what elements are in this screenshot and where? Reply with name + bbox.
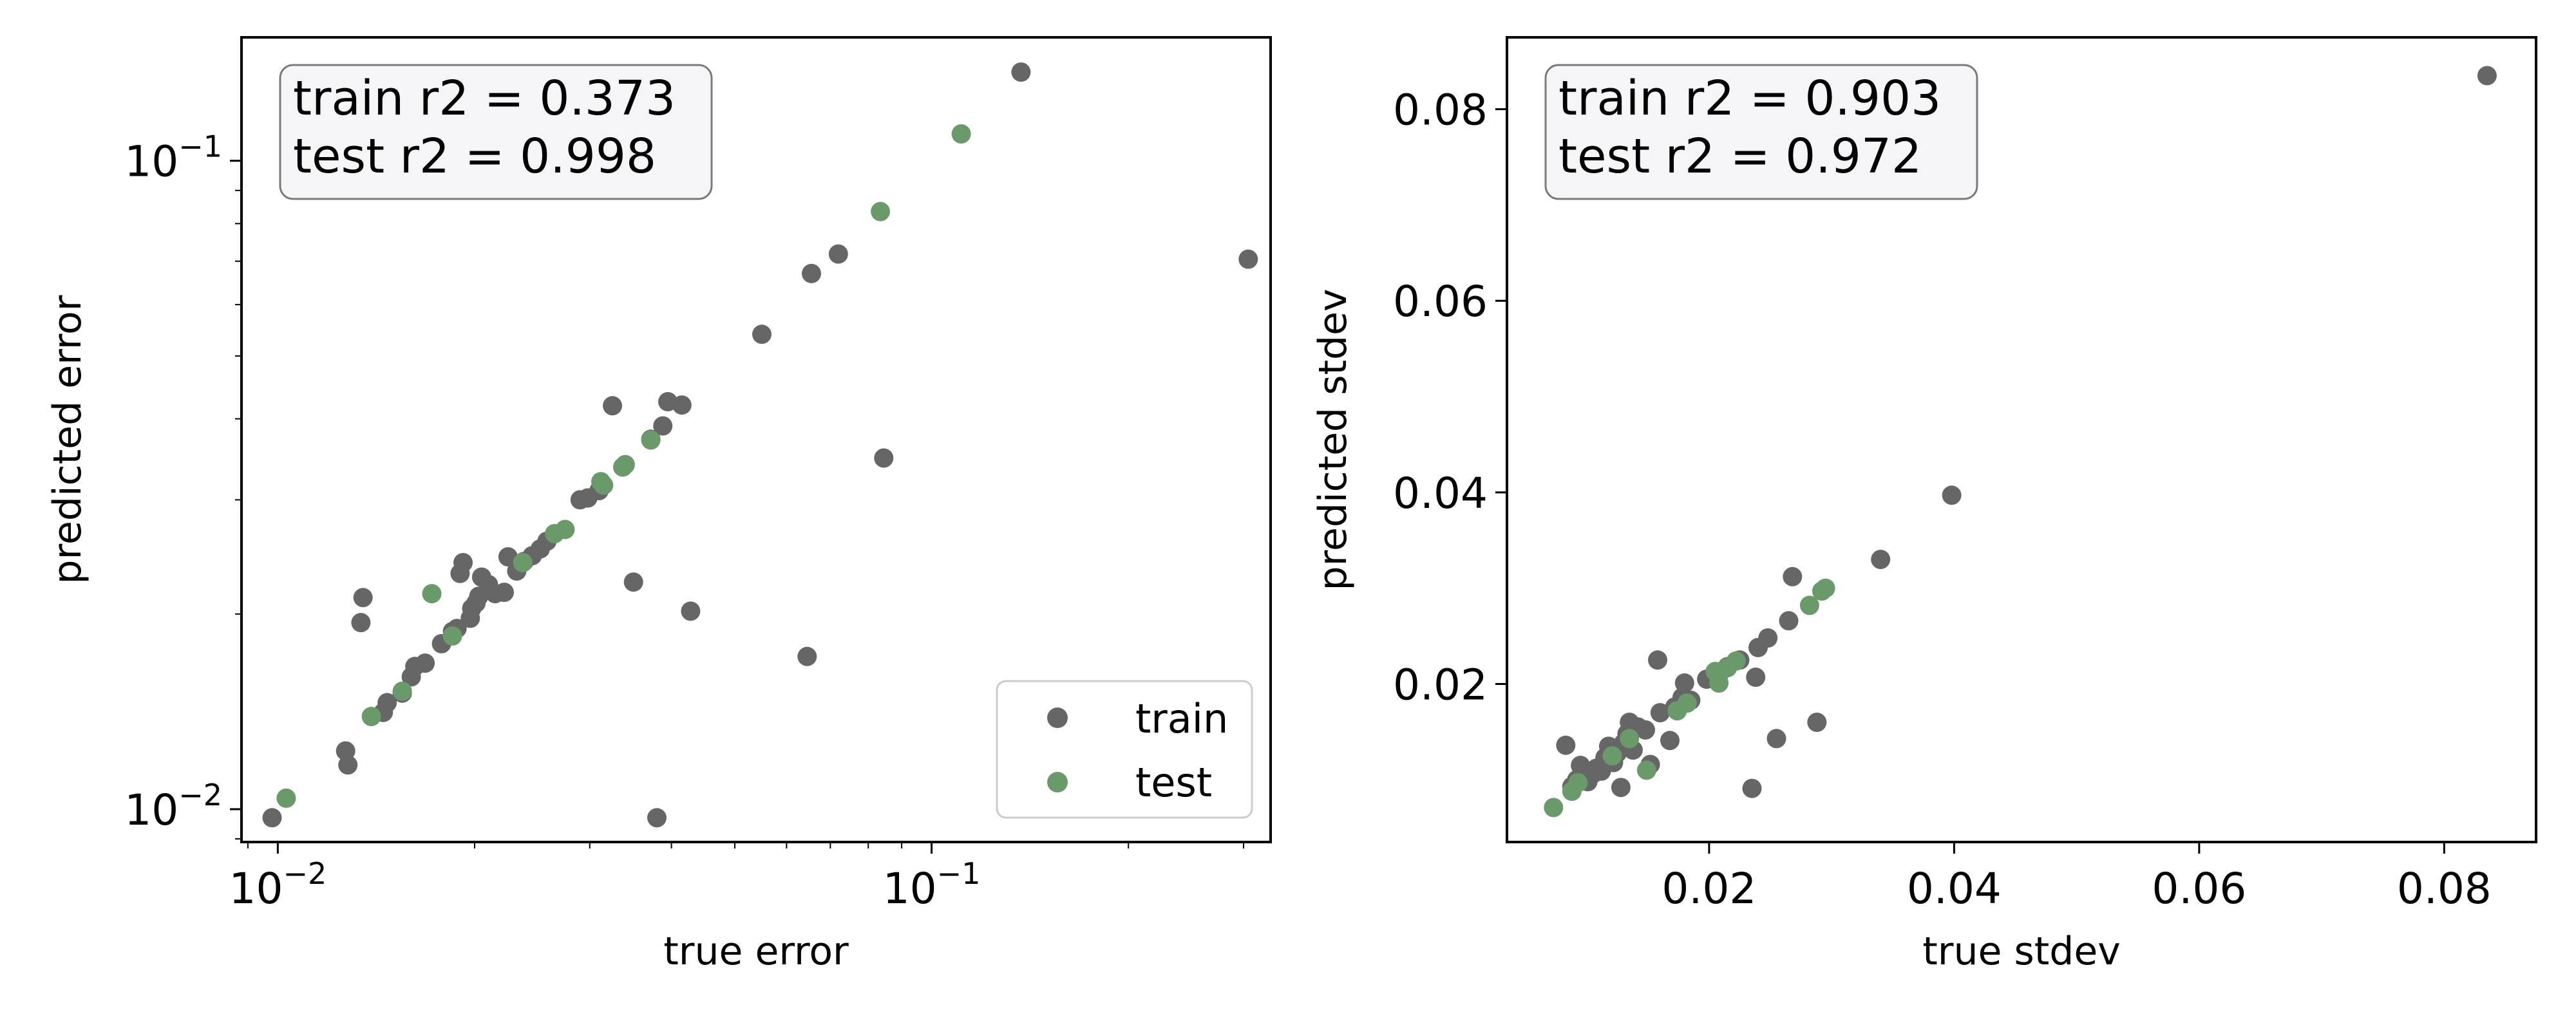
right-scatter-panel: 0.02 0.04 0.06 0.08 0.02 0.04 0.06 0.08 train r… (1311, 36, 2537, 974)
train-point (1942, 485, 1962, 505)
train-point (1636, 720, 1655, 740)
right-plot-frame (1506, 36, 2537, 843)
train-point (1783, 566, 1803, 586)
test-point (1636, 760, 1656, 780)
train-point (453, 553, 473, 572)
train-point (1556, 735, 1576, 755)
test-point (276, 788, 296, 808)
left-annotation-line-2: test r2 = 0.998 (293, 129, 656, 184)
train-point (797, 646, 817, 666)
train-point (653, 416, 673, 436)
train-point (623, 572, 643, 592)
y-tick-label: 0.04 (1393, 469, 1488, 518)
test-point (594, 475, 614, 495)
test-point (422, 584, 442, 604)
y-tick-label: 0.08 (1393, 86, 1488, 135)
train-point (1746, 668, 1766, 687)
test-point (1620, 729, 1640, 749)
test-point (1799, 595, 1819, 615)
train-point (338, 755, 358, 775)
train-point (262, 808, 282, 828)
test-point (513, 553, 533, 572)
left-plot-frame (240, 36, 1272, 843)
x-tick-label: 0.06 (2152, 864, 2246, 913)
x-tick-label: 0.02 (1662, 864, 1756, 913)
left-annotation-box (279, 64, 713, 200)
left-x-axis-label: true error (663, 929, 849, 974)
left-scatter-panel: 10−2 10−1 10−2 10−1 train r2 = 0.373 test r… (45, 36, 1272, 974)
train-point (377, 693, 397, 713)
left-annotation-line-1: train r2 = 0.373 (293, 71, 676, 126)
y-tick-label: 10−2 (124, 778, 222, 835)
x-tick-label: 10−1 (883, 856, 981, 913)
train-point (752, 324, 772, 344)
right-annotation-box (1544, 64, 1978, 200)
right-y-axis-label: predicted stdev (1311, 289, 1356, 591)
x-tick-label: 0.08 (2397, 864, 2492, 913)
train-point (353, 588, 373, 608)
y-tick-label: 0.02 (1393, 660, 1488, 709)
test-point (951, 124, 971, 144)
test-point (442, 626, 462, 646)
train-point (1238, 249, 1258, 269)
test-point (1726, 651, 1746, 671)
train-point (1742, 778, 1762, 798)
right-annotation-line-1: train r2 = 0.903 (1558, 71, 1941, 126)
right-major-ticks: 0.02 0.04 0.06 0.08 0.02 0.04 0.06 0.08 (1393, 86, 2492, 913)
test-point (641, 430, 661, 450)
left-y-axis-label: predicted error (45, 295, 90, 584)
train-point (415, 653, 435, 673)
right-annotation-line-2: test r2 = 0.972 (1558, 129, 1922, 184)
train-point (681, 601, 701, 621)
test-point (1544, 798, 1564, 818)
train-point (1650, 703, 1670, 723)
legend-test-marker (1047, 772, 1068, 792)
test-point (392, 681, 412, 701)
left-data-points (262, 62, 1258, 828)
train-point (2477, 66, 2497, 86)
train-point (802, 263, 821, 283)
train-point (1674, 673, 1694, 693)
train-point (1758, 628, 1778, 648)
train-point (1648, 650, 1667, 670)
train-point (498, 547, 518, 566)
train-point (672, 395, 692, 415)
train-point (351, 613, 371, 633)
x-tick-label: 0.04 (1907, 864, 2002, 913)
left-major-ticks: 10−2 10−1 10−2 10−1 (124, 129, 980, 913)
left-legend: train test (996, 680, 1253, 819)
train-point (1611, 778, 1631, 798)
train-point (603, 396, 622, 416)
test-point (555, 520, 575, 539)
y-tick-label: 10−1 (124, 129, 222, 187)
test-point (871, 201, 891, 221)
test-point (1568, 772, 1588, 792)
test-point (1602, 746, 1622, 766)
train-point (1871, 550, 1891, 569)
test-point (615, 454, 635, 474)
right-x-axis-label: true stdev (1922, 929, 2121, 974)
y-tick-label: 0.06 (1393, 277, 1488, 326)
train-point (1766, 729, 1786, 749)
right-data-points (1544, 66, 2497, 818)
train-point (874, 448, 894, 468)
x-tick-label: 10−2 (229, 856, 327, 913)
legend-test-label: test (1135, 759, 1212, 806)
train-point (1660, 731, 1680, 751)
test-point (1677, 693, 1697, 713)
right-r2-annotation: train r2 = 0.903 test r2 = 0.972 (1544, 64, 1978, 200)
train-point (1779, 611, 1799, 631)
legend-train-label: train (1135, 695, 1228, 742)
train-point (495, 583, 514, 603)
legend-train-marker (1047, 707, 1068, 728)
test-point (361, 707, 381, 726)
train-point (1011, 62, 1031, 82)
test-point (1815, 578, 1835, 598)
train-point (1807, 713, 1827, 732)
left-r2-annotation: train r2 = 0.373 test r2 = 0.998 (279, 64, 713, 200)
train-point (828, 244, 848, 264)
train-point (647, 808, 667, 828)
test-point (1709, 673, 1729, 693)
